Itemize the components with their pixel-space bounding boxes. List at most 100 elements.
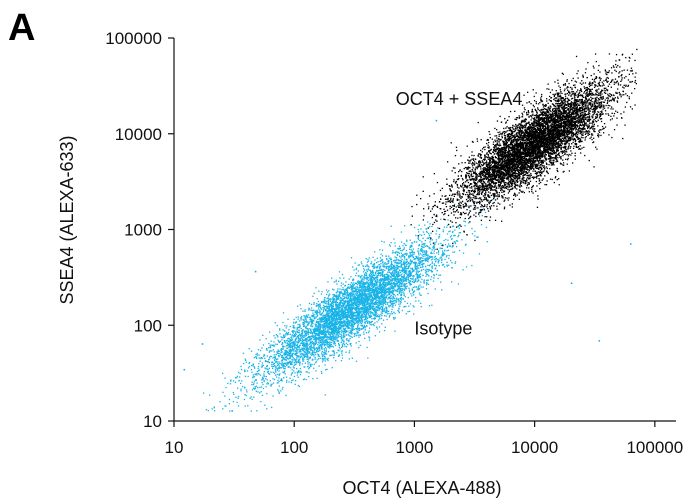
data-point: [229, 380, 232, 382]
data-point: [389, 267, 392, 270]
data-point: [372, 294, 374, 296]
data-point: [317, 305, 319, 307]
data-point: [299, 326, 301, 329]
data-point: [334, 324, 336, 326]
data-point: [298, 334, 300, 336]
data-point: [321, 352, 323, 354]
data-point: [349, 335, 351, 337]
data-point: [305, 334, 308, 337]
data-point: [315, 339, 318, 341]
data-point: [426, 273, 428, 276]
data-point: [289, 340, 291, 342]
data-point: [358, 327, 360, 329]
data-point: [364, 313, 366, 316]
data-point: [278, 377, 280, 379]
data-point: [368, 302, 370, 305]
data-point: [342, 309, 344, 311]
data-point: [369, 269, 371, 271]
data-point: [322, 333, 324, 335]
data-point: [329, 305, 331, 307]
data-point: [303, 322, 305, 324]
data-point: [390, 225, 392, 227]
data-point: [314, 351, 317, 354]
data-point: [345, 299, 347, 302]
data-point: [256, 352, 258, 355]
data-point: [418, 289, 420, 291]
data-point: [396, 266, 398, 268]
data-point: [320, 338, 322, 340]
data-point: [287, 345, 289, 347]
data-point: [376, 282, 378, 284]
data-point: [422, 274, 424, 277]
data-point: [402, 261, 405, 263]
data-point: [289, 361, 291, 363]
data-point: [332, 318, 334, 320]
data-point: [396, 282, 399, 284]
data-point: [275, 358, 278, 360]
data-point: [343, 317, 345, 319]
data-point: [316, 350, 318, 352]
data-point: [301, 336, 303, 338]
data-point: [347, 303, 350, 305]
data-point: [302, 378, 305, 381]
data-point: [289, 349, 291, 352]
data-point: [392, 271, 394, 273]
data-point: [291, 354, 293, 356]
data-point: [311, 341, 313, 344]
data-point: [401, 250, 403, 252]
data-point: [324, 394, 326, 396]
data-point: [446, 233, 449, 235]
data-point: [375, 274, 377, 276]
data-point: [355, 274, 357, 277]
data-point: [375, 276, 378, 278]
data-point: [301, 316, 303, 318]
data-point: [427, 274, 429, 276]
data-point: [312, 340, 314, 343]
data-point: [389, 305, 392, 307]
data-point: [368, 257, 370, 259]
data-point: [337, 313, 339, 315]
data-point: [340, 316, 342, 318]
data-point: [307, 332, 309, 334]
data-point: [393, 264, 395, 266]
data-point: [330, 306, 333, 308]
data-point: [285, 333, 287, 335]
data-point: [359, 290, 361, 292]
data-point: [342, 318, 344, 320]
data-point: [303, 350, 305, 352]
data-point: [281, 343, 283, 345]
data-point: [364, 274, 366, 276]
data-point: [315, 361, 317, 364]
data-point: [394, 278, 396, 280]
data-point: [406, 273, 408, 276]
data-point: [361, 287, 363, 289]
data-point: [320, 307, 322, 310]
data-point: [405, 285, 407, 288]
data-point: [339, 327, 341, 329]
data-point: [272, 349, 274, 351]
data-point: [383, 281, 386, 283]
data-point: [302, 321, 304, 324]
data-point: [303, 356, 306, 358]
data-point: [287, 340, 290, 342]
data-point: [333, 319, 335, 321]
data-point: [356, 326, 359, 329]
data-point: [335, 294, 337, 297]
data-point: [350, 276, 352, 278]
data-point: [375, 293, 377, 295]
data-point: [312, 325, 314, 327]
data-point: [375, 308, 377, 310]
data-point: [324, 327, 327, 330]
data-point: [390, 295, 392, 297]
data-point: [396, 268, 398, 270]
data-point: [335, 303, 337, 305]
data-point: [314, 327, 316, 329]
data-point: [333, 327, 335, 329]
data-point: [403, 271, 405, 273]
data-point: [307, 358, 309, 360]
data-point: [325, 334, 327, 336]
data-point: [323, 308, 325, 311]
data-point: [399, 249, 402, 251]
data-point: [292, 349, 294, 351]
data-point: [397, 280, 400, 282]
